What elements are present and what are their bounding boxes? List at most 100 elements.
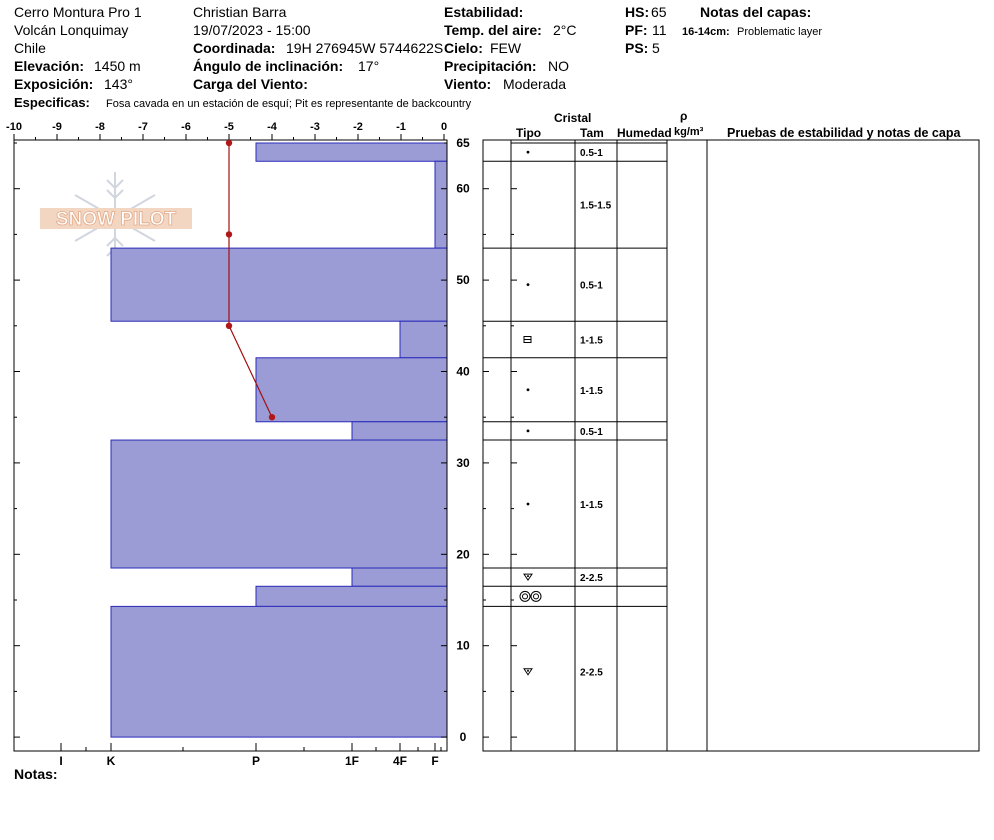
stability-label: Estabilidad: — [444, 4, 524, 20]
crystal-size-label: 0.5-1 — [580, 148, 603, 159]
elevation-value: 1450 m — [94, 58, 141, 74]
tests-header: Pruebas de estabilidad y notas de capa — [727, 126, 961, 140]
temperature-point — [225, 231, 233, 238]
hardness-tick-label: F — [431, 754, 438, 768]
layer-table-frame — [482, 139, 980, 752]
air-temp-value: 2°C — [553, 22, 577, 38]
coord-label: Coordinada: — [193, 40, 276, 56]
temperature-line — [228, 143, 273, 418]
specifics-value: Fosa cavada en un estación de esquí; Pit… — [106, 98, 472, 110]
top-tick-label: -7 — [138, 121, 148, 133]
top-tick-label: -3 — [310, 121, 320, 133]
crystal-depth-hoar-icon — [527, 575, 529, 578]
layer-notes-title: Notas del capas: — [700, 4, 812, 20]
top-tick-label: -5 — [224, 121, 234, 133]
height-tick-label: 65 — [456, 136, 470, 150]
crystal-depth-hoar-icon — [523, 668, 533, 676]
hardness-tick-label: 1F — [345, 754, 359, 768]
height-tick-label: 60 — [456, 182, 470, 196]
top-tick-label: -2 — [353, 121, 363, 133]
crystal-depth-hoar-icon — [523, 573, 533, 582]
slope-value: 17° — [358, 58, 380, 74]
temperature-point — [225, 139, 233, 147]
hardness-tick-label: I — [59, 754, 62, 768]
temperature-point — [268, 414, 276, 421]
precip-label: Precipitación: — [444, 58, 537, 74]
hardness-tick-label: P — [252, 754, 260, 768]
crystal-size-label: 2-2.5 — [580, 573, 603, 584]
pf-label: PF: — [625, 22, 648, 38]
crystal-depth-hoar-icon — [527, 669, 529, 672]
wind-load-label: Carga del Viento: — [193, 76, 308, 92]
hardness-tick-label: K — [107, 754, 116, 768]
country: Chile — [14, 40, 46, 56]
logo-banner — [40, 208, 192, 229]
hardness-bar-0 — [255, 142, 448, 162]
hardness-bar-1 — [434, 160, 448, 249]
hs-label: HS: — [625, 4, 650, 20]
crystal-dot-icon — [526, 150, 530, 154]
height-tick-label: 50 — [456, 273, 470, 287]
plot-frame — [13, 139, 448, 752]
sky-label: Cielo: — [444, 40, 483, 56]
hardness-tick-label: 4F — [393, 754, 407, 768]
hardness-bar-7 — [351, 567, 448, 587]
coord-value: 19H 276945W 5744622S — [286, 40, 444, 56]
height-tick-label: 0 — [460, 730, 467, 744]
hardness-bar-6 — [110, 439, 448, 569]
rho-header: ρ — [680, 109, 688, 123]
crystal-size-label: 1.5-1.5 — [580, 201, 612, 212]
top-tick-label: -6 — [181, 121, 191, 133]
region: Volcán Lonquimay — [14, 22, 129, 38]
type-header: Tipo — [516, 126, 542, 140]
logo-text: SNOW PILOT — [56, 209, 177, 230]
top-tick-label: -10 — [6, 121, 22, 133]
top-tick-label: -8 — [95, 121, 105, 133]
sky-value: FEW — [490, 40, 522, 56]
crystal-dot-icon — [526, 429, 530, 433]
height-tick-label: 30 — [456, 456, 470, 470]
height-tick-label: 40 — [456, 365, 470, 379]
aspect-value: 143° — [104, 76, 133, 92]
crystal-melt-cluster-icon — [530, 590, 542, 602]
pf-value: 11 — [652, 22, 667, 38]
slope-label: Ángulo de inclinación: — [193, 58, 344, 74]
moisture-header: Humedad — [617, 126, 672, 140]
crystal-size-label: 1-1.5 — [580, 500, 603, 511]
temperature-point — [225, 322, 233, 329]
wind-label: Viento: — [444, 76, 492, 92]
aspect-label: Exposición: — [14, 76, 94, 92]
crystal-size-label: 0.5-1 — [580, 427, 603, 438]
crystal-melt-cluster-icon — [519, 590, 531, 602]
notes-label: Notas: — [14, 766, 58, 782]
crystal-dot-icon — [526, 283, 530, 287]
precip-value: NO — [548, 58, 569, 74]
crystal-header: Cristal — [554, 111, 592, 125]
elevation-label: Elevación: — [14, 58, 85, 74]
hs-value: 65 — [651, 4, 667, 20]
density-unit-header: kg/m³ — [674, 126, 704, 138]
specifics-label: Especificas: — [14, 95, 90, 110]
size-header: Tam — [580, 126, 604, 140]
crystal-dot-icon — [526, 502, 530, 506]
air-temp-label: Temp. del aire: — [444, 22, 542, 38]
ps-label: PS: — [625, 40, 649, 56]
top-tick-label: 0 — [441, 121, 447, 133]
location: Cerro Montura Pro 1 — [14, 4, 142, 20]
hardness-bar-5 — [351, 421, 448, 441]
datetime: 19/07/2023 - 15:00 — [193, 22, 311, 38]
top-tick-label: -9 — [52, 121, 62, 133]
hardness-bar-3 — [399, 320, 448, 359]
crystal-size-label: 2-2.5 — [580, 668, 603, 679]
height-tick-label: 10 — [456, 639, 470, 653]
hardness-bar-9 — [110, 605, 448, 738]
height-tick-label: 20 — [456, 547, 470, 561]
hardness-bar-8 — [255, 585, 448, 607]
top-tick-label: -4 — [267, 121, 278, 133]
crystal-melt-cluster-icon — [522, 593, 528, 600]
wind-value: Moderada — [503, 76, 567, 92]
crystal-size-label: 1-1.5 — [580, 336, 603, 347]
observer: Christian Barra — [193, 4, 287, 20]
crystal-size-label: 0.5-1 — [580, 281, 603, 292]
